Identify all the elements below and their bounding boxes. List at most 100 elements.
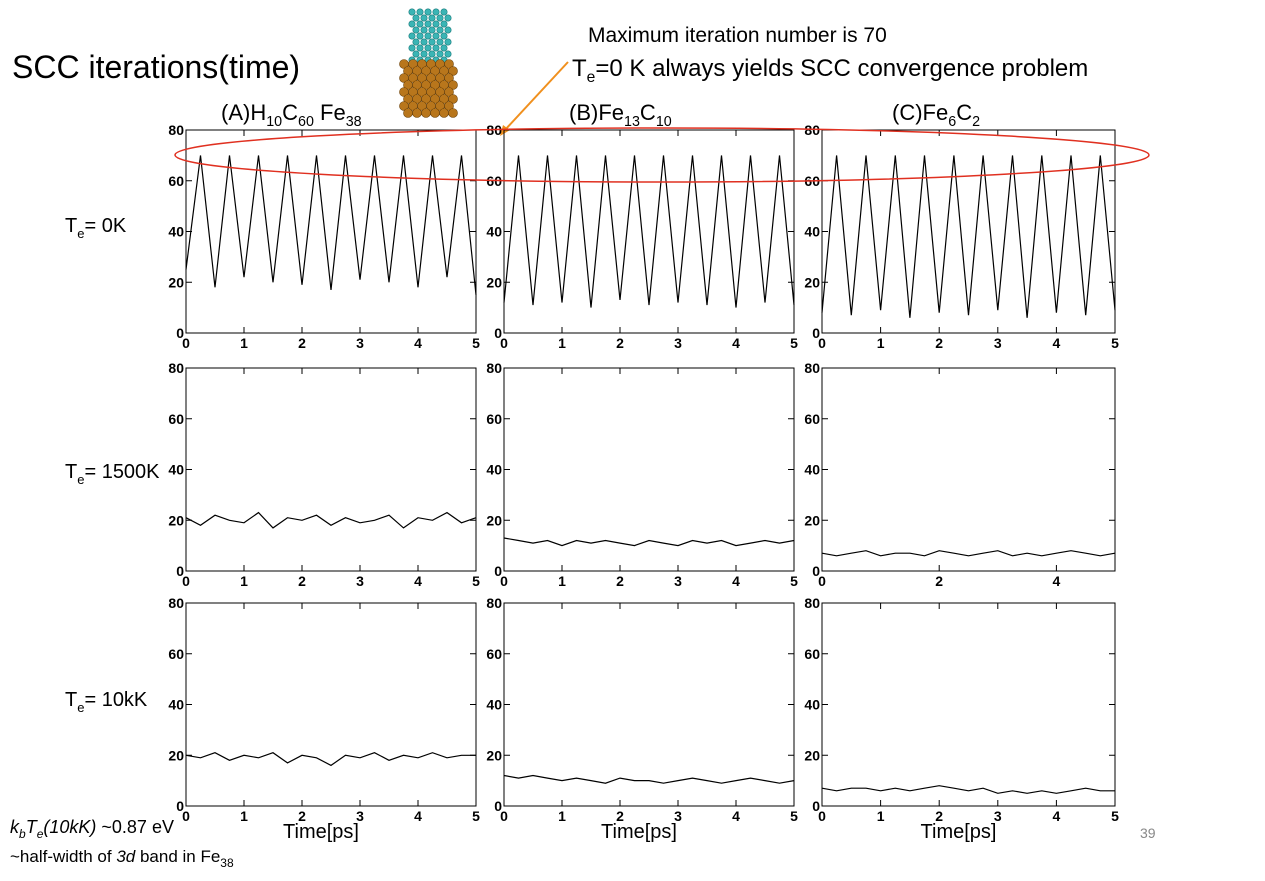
y-tick-label: 20: [804, 512, 820, 528]
x-tick-label: 2: [935, 573, 943, 589]
atom: [403, 108, 413, 118]
x-axis-label: Time[ps]: [601, 821, 677, 843]
series-line: [185, 155, 477, 295]
text-run: C: [282, 100, 298, 125]
column-label: (B): [569, 100, 598, 125]
atom: [436, 14, 444, 22]
x-tick-label: 5: [472, 573, 480, 589]
x-tick-label: 2: [935, 808, 943, 824]
x-tick-label: 2: [616, 808, 624, 824]
text-run: T: [572, 55, 587, 82]
text-run: T: [65, 689, 77, 711]
series-line: [503, 155, 795, 308]
atom: [432, 44, 440, 52]
note-part: ~half-width of: [10, 847, 116, 866]
text-run: e: [77, 472, 84, 487]
x-tick-label: 3: [356, 335, 364, 351]
note-part: 3d: [116, 847, 135, 866]
y-tick-label: 40: [168, 697, 184, 713]
text-run: 6: [948, 114, 956, 130]
series-line: [503, 537, 795, 547]
y-tick-label: 20: [804, 274, 820, 290]
y-tick-label: 0: [494, 798, 502, 814]
x-tick-label: 2: [616, 573, 624, 589]
series-line: [821, 155, 1116, 318]
text-run: e: [77, 700, 84, 715]
column-label: (A): [221, 100, 250, 125]
x-tick-label: 5: [472, 335, 480, 351]
atom: [412, 50, 420, 58]
atom: [412, 38, 420, 46]
x-tick-label: 4: [732, 335, 740, 351]
y-tick-label: 0: [812, 563, 820, 579]
y-tick-label: 0: [176, 563, 184, 579]
atom: [428, 38, 436, 46]
text-run: 38: [346, 114, 362, 130]
y-tick-label: 0: [494, 325, 502, 341]
annotation-line: Te=0 K always yields SCC convergence pro…: [572, 55, 1088, 86]
atom: [408, 20, 416, 28]
x-tick-label: 2: [616, 335, 624, 351]
text-run: = 10kK: [84, 689, 147, 711]
text-run: Fe: [314, 100, 346, 125]
x-tick-label: 0: [182, 335, 190, 351]
column-title: (A)H10C60 Fe38: [221, 100, 362, 130]
text-run: Fe: [598, 100, 624, 125]
atom: [420, 50, 428, 58]
y-tick-label: 40: [486, 697, 502, 713]
atom: [444, 38, 452, 46]
y-tick-label: 60: [486, 411, 502, 427]
atom: [408, 8, 416, 16]
atom: [412, 108, 422, 118]
x-tick-label: 1: [558, 808, 566, 824]
x-tick-label: 0: [500, 573, 508, 589]
note-part: T: [26, 817, 39, 837]
plot-frame: [821, 602, 1116, 807]
atom: [424, 32, 432, 40]
x-tick-label: 5: [790, 573, 798, 589]
x-tick-label: 3: [356, 808, 364, 824]
text-run: e: [77, 226, 84, 241]
note-part: e: [37, 827, 44, 841]
y-tick-label: 60: [168, 411, 184, 427]
x-tick-label: 0: [500, 808, 508, 824]
page-number: 39: [1140, 825, 1156, 841]
atom: [440, 20, 448, 28]
row-label: Te= 1500K: [65, 461, 160, 487]
x-tick-label: 2: [298, 573, 306, 589]
x-tick-label: 0: [818, 573, 826, 589]
atom: [420, 38, 428, 46]
text-run: 2: [972, 114, 980, 130]
x-tick-label: 4: [1053, 573, 1061, 589]
y-tick-label: 80: [168, 360, 184, 376]
atom: [440, 32, 448, 40]
y-tick-label: 40: [804, 224, 820, 240]
y-tick-label: 40: [168, 462, 184, 478]
y-tick-label: 80: [168, 122, 184, 138]
note-part: (10kK): [43, 817, 96, 837]
x-tick-label: 5: [472, 808, 480, 824]
atom: [432, 32, 440, 40]
series-line: [503, 774, 795, 784]
atom: [408, 32, 416, 40]
note: ~half-width of 3d band in Fe38: [10, 847, 234, 870]
text-run: 13: [624, 114, 640, 130]
y-tick-label: 20: [486, 274, 502, 290]
text-run: e: [587, 69, 596, 86]
x-axis-label: Time[ps]: [921, 821, 997, 843]
x-tick-label: 4: [732, 573, 740, 589]
atom: [428, 26, 436, 34]
x-tick-label: 1: [240, 335, 248, 351]
x-tick-label: 3: [994, 808, 1002, 824]
atom: [408, 44, 416, 52]
y-tick-label: 0: [812, 798, 820, 814]
atom: [436, 26, 444, 34]
note-part: ~0.87 eV: [96, 817, 174, 837]
x-tick-label: 4: [1053, 335, 1061, 351]
x-tick-label: 4: [414, 573, 422, 589]
atom: [421, 108, 431, 118]
x-tick-label: 1: [877, 335, 885, 351]
x-tick-label: 5: [1111, 335, 1119, 351]
